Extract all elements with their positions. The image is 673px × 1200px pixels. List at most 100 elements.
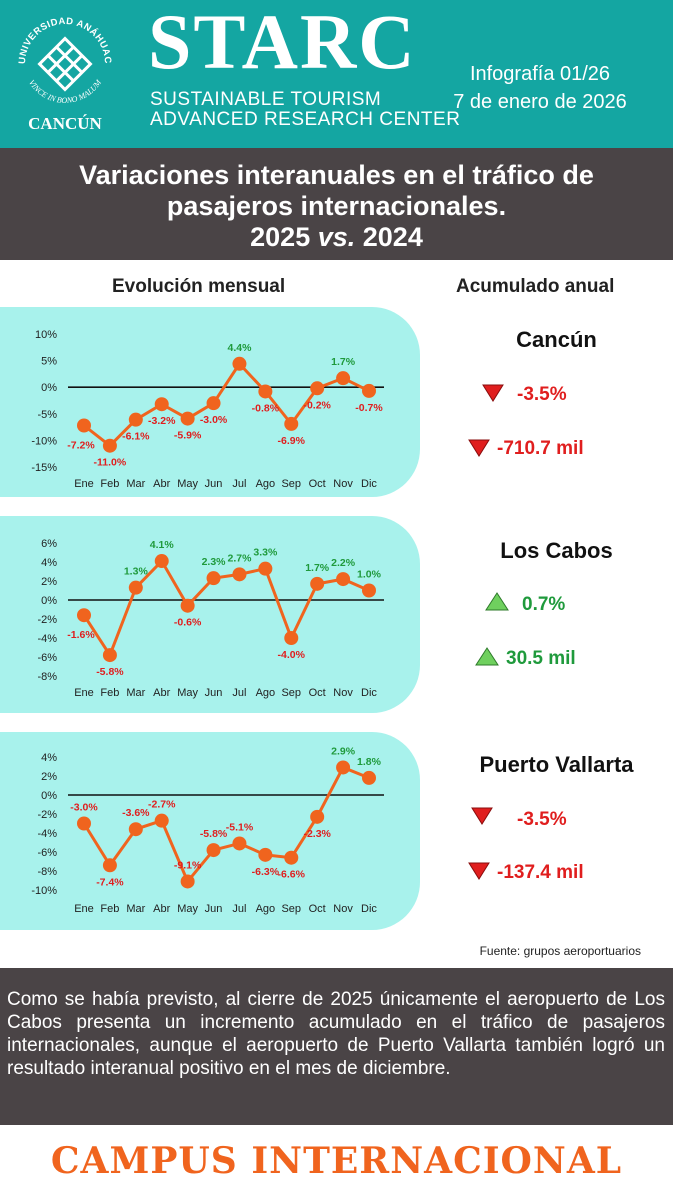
x-tick-label: Nov [333,478,353,490]
data-point-sep [284,416,299,431]
y-tick-label: 4% [41,557,57,569]
data-label-dic: 1.0% [357,569,382,581]
title-line-2: pasajeros internacionales. [166,191,507,221]
data-point-ene [77,816,91,831]
data-label-mar: -3.6% [122,807,150,819]
data-point-sep [284,850,299,865]
infographic-info: Infografía 01/26 7 de enero de 2026 [430,60,650,116]
summary-band: Como se había previsto, al cierre de 202… [0,968,673,1125]
los-cabos-annual-abs: 30.5 mil [506,648,576,669]
data-label-feb: -7.4% [96,876,124,888]
data-label-may: -0.6% [174,617,202,629]
x-tick-label: Feb [100,903,119,915]
y-tick-label: -5% [37,409,57,421]
data-label-abr: -2.7% [148,799,176,811]
x-tick-label: Jun [205,687,223,699]
y-tick-label: -6% [37,652,57,664]
data-label-ago: -0.8% [252,402,280,414]
cancun-annual-pct: -3.5% [517,384,567,405]
data-point-abr [154,554,169,569]
data-point-feb [102,648,117,663]
data-label-may: -5.9% [174,430,202,442]
data-point-feb [102,438,117,453]
data-label-mar: -6.1% [122,431,150,443]
data-label-jun: -5.8% [200,828,228,840]
brand-subtitle-line1: SUSTAINABLE TOURISM [150,89,382,110]
data-label-jul: -5.1% [226,821,254,833]
x-tick-label: Sep [281,687,301,699]
series-line [82,765,370,885]
y-tick-label: -6% [37,847,57,859]
data-label-oct: -2.3% [303,828,331,840]
data-point-dic [362,770,376,785]
data-label-abr: -3.2% [148,415,176,427]
data-label-ene: -7.2% [67,440,95,452]
y-tick-label: -2% [37,614,57,626]
y-tick-label: -10% [31,885,57,897]
los-cabos-annual-pct: 0.7% [522,594,566,615]
x-tick-label: Ene [74,903,94,915]
footer-campus-title: CAMPUS INTERNACIONAL [50,1140,623,1182]
x-tick-label: Dic [361,478,377,490]
y-tick-label: -2% [37,809,57,821]
city-name-cancun: Cancún [516,327,597,352]
up-triangle-icon [475,647,499,666]
city-name-puerto-vallarta: Puerto Vallarta [479,752,634,777]
data-point-ago [258,847,273,862]
annual-column-heading: Acumulado anual [456,276,615,297]
data-point-abr [154,813,169,828]
x-tick-label: Nov [333,687,353,699]
data-point-may [180,411,195,426]
y-tick-label: 6% [41,538,57,550]
y-tick-label: 0% [41,790,57,802]
data-label-nov: 2.9% [331,745,356,757]
cancun-annual-abs: -710.7 mil [497,438,584,459]
x-tick-label: Feb [100,687,119,699]
summary-text: Como se había previsto, al cierre de 202… [7,989,665,1079]
x-tick-label: Sep [281,478,301,490]
data-label-feb: -5.8% [96,666,124,678]
data-label-abr: 4.1% [150,539,175,551]
data-point-jul [232,836,247,851]
x-tick-label: Abr [153,903,170,915]
x-tick-label: Mar [126,478,145,490]
data-label-sep: -6.9% [278,435,306,447]
data-label-oct: -0.2% [303,399,331,411]
source-note: Fuente: grupos aeroportuarios [479,944,641,958]
y-tick-label: -8% [37,671,57,683]
data-label-jul: 4.4% [227,342,252,354]
campus-label: CANCÚN [28,114,102,133]
down-triangle-icon [471,807,493,825]
data-point-ene [77,418,91,433]
down-triangle-icon [468,862,490,880]
data-label-dic: 1.8% [357,756,382,768]
data-point-may [180,874,195,889]
data-point-mar [128,412,143,427]
data-point-oct [310,809,325,824]
line-chart-los-cabos: 6% 4% 2% 0% -2% -4% -6% -8% -1.6% Ene-5.8% Feb 1.3%… [37,538,384,699]
data-label-nov: 1.7% [331,356,356,368]
data-point-dic [362,383,376,398]
x-tick-label: Dic [361,903,377,915]
data-point-may [180,598,195,613]
data-label-ago: -6.3% [252,866,280,878]
x-tick-label: Ago [256,903,276,915]
data-point-dic [362,583,376,598]
data-label-ene: -3.0% [70,802,98,814]
brand-subtitle-line2: ADVANCED RESEARCH CENTER [150,109,461,130]
data-label-sep: -6.6% [278,869,306,881]
x-tick-label: Oct [309,903,326,915]
lattice-emblem-icon [37,36,93,92]
x-tick-label: Dic [361,687,377,699]
puerto-vallarta-annual-pct: -3.5% [517,809,567,830]
x-tick-label: Oct [309,687,326,699]
data-point-mar [128,580,143,595]
y-tick-label: 2% [41,771,57,783]
title-year-a: 2025 [250,222,318,252]
data-label-jun: 2.3% [202,556,227,568]
x-tick-label: Jul [232,687,246,699]
data-point-ago [258,384,273,399]
x-tick-label: Feb [100,478,119,490]
data-label-jul: 2.7% [227,552,252,564]
title-year-b: 2024 [355,222,423,252]
